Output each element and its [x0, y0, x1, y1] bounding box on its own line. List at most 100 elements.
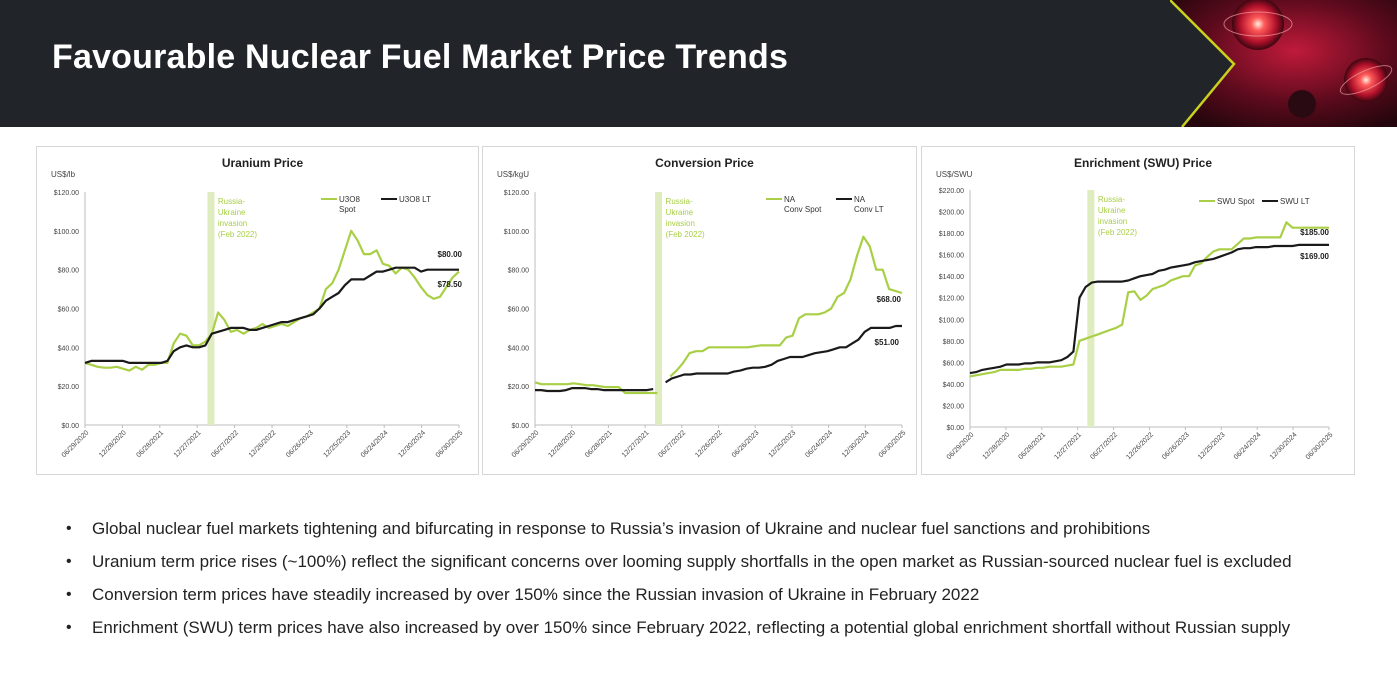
x-tick-label: 06/30/2025 [435, 429, 465, 459]
end-value-label: $51.00 [875, 338, 900, 347]
y-tick-label: $120.00 [504, 190, 529, 197]
x-tick-label: 12/30/2024 [1269, 431, 1299, 461]
y-tick-label: $80.00 [58, 268, 80, 275]
invasion-annotation: Russia- [666, 197, 693, 206]
y-tick-label: $60.00 [58, 307, 80, 314]
x-tick-label: 06/28/2021 [1017, 431, 1047, 461]
x-tick-label: 06/27/2022 [657, 429, 687, 459]
y-tick-label: $60.00 [508, 307, 530, 314]
invasion-marker-band [1087, 190, 1094, 427]
invasion-annotation: (Feb 2022) [218, 230, 257, 239]
y-tick-label: $40.00 [943, 382, 965, 389]
x-tick-label: 12/27/2021 [173, 429, 203, 459]
y-axis-unit: US$/lb [51, 170, 76, 179]
series-line-u3o8-lt [85, 268, 459, 363]
bullet-item: • Uranium term price rises (~100%) reflec… [66, 547, 1386, 580]
invasion-annotation: Ukraine [1098, 206, 1126, 215]
y-tick-label: $40.00 [508, 345, 530, 352]
series-line-u3o8-spot [85, 231, 459, 371]
bullet-point: • [66, 547, 72, 577]
x-tick-label: 06/29/2020 [946, 431, 976, 461]
x-tick-label: 06/24/2024 [804, 429, 834, 459]
x-tick-label: 06/29/2020 [511, 429, 541, 459]
invasion-marker-band [655, 192, 662, 425]
bullet-point: • [66, 613, 72, 643]
end-value-label: $169.00 [1300, 252, 1329, 261]
chart-title: Uranium Price [222, 156, 304, 170]
y-tick-label: $120.00 [54, 190, 79, 197]
y-tick-label: $0.00 [511, 423, 529, 430]
bullet-text: Uranium term price rises (~100%) reflect… [92, 552, 1292, 571]
invasion-annotation: Russia- [218, 197, 245, 206]
x-tick-label: 06/26/2023 [731, 429, 761, 459]
bullet-text: Global nuclear fuel markets tightening a… [92, 519, 1150, 538]
y-tick-label: $80.00 [508, 268, 530, 275]
y-tick-label: $0.00 [61, 423, 79, 430]
uranium-price-plot: Uranium Price US$/lb $0.00 $20.00 $40.00 $60.… [37, 147, 478, 474]
x-tick-label: 12/26/2022 [1125, 431, 1155, 461]
uranium-price-chart: Uranium Price US$/lb $0.00 $20.00 $40.00 $60.… [36, 146, 479, 475]
chart-title: Conversion Price [655, 156, 754, 170]
series-line-swu-lt [970, 245, 1329, 373]
x-tick-label: 12/25/2023 [768, 429, 798, 459]
conversion-price-chart: Conversion Price US$/kgU $0.00 $20.00 $40.00… [482, 146, 917, 475]
y-tick-label: $20.00 [943, 403, 965, 410]
legend-label: SWU LT [1280, 197, 1310, 206]
legend-label: Conv LT [854, 205, 884, 214]
bullet-item: • Global nuclear fuel markets tightening … [66, 514, 1386, 547]
enrichment-price-plot: Enrichment (SWU) Price US$/SWU $0.00 $20.00… [922, 147, 1354, 474]
bullet-point: • [66, 514, 72, 544]
x-tick-label: 06/24/2024 [360, 429, 390, 459]
end-value-label: $78.50 [438, 280, 463, 289]
y-tick-label: $220.00 [939, 188, 964, 195]
series-line-na-conv-spot [670, 237, 902, 377]
x-tick-label: 12/27/2021 [621, 429, 651, 459]
x-tick-label: 06/27/2022 [1089, 431, 1119, 461]
y-axis-unit: US$/SWU [936, 170, 973, 179]
x-tick-label: 12/26/2022 [694, 429, 724, 459]
y-tick-label: $140.00 [939, 274, 964, 281]
x-tick-label: 12/27/2021 [1053, 431, 1083, 461]
y-axis-unit: US$/kgU [497, 170, 529, 179]
y-tick-label: $0.00 [946, 425, 964, 432]
x-tick-label: 12/28/2020 [547, 429, 577, 459]
y-tick-label: $100.00 [939, 317, 964, 324]
y-tick-label: $100.00 [54, 229, 79, 236]
legend-label: NA [854, 195, 866, 204]
invasion-annotation: (Feb 2022) [666, 230, 705, 239]
enrichment-price-chart: Enrichment (SWU) Price US$/SWU $0.00 $20.00… [921, 146, 1355, 475]
x-tick-label: 06/26/2023 [285, 429, 315, 459]
end-value-label: $80.00 [438, 250, 463, 259]
x-tick-label: 06/30/2025 [878, 429, 908, 459]
end-value-label: $185.00 [1300, 228, 1329, 237]
end-value-label: $68.00 [877, 295, 902, 304]
x-tick-label: 12/30/2024 [397, 429, 427, 459]
y-tick-label: $180.00 [939, 231, 964, 238]
bullet-item: • Conversion term prices have steadily in… [66, 580, 1386, 613]
x-tick-label: 06/30/2025 [1305, 431, 1335, 461]
chart-title: Enrichment (SWU) Price [1074, 156, 1212, 170]
x-tick-label: 06/24/2024 [1233, 431, 1263, 461]
x-tick-label: 12/26/2022 [248, 429, 278, 459]
y-tick-label: $160.00 [939, 253, 964, 260]
header-banner: Favourable Nuclear Fuel Market Price Tre… [0, 0, 1397, 127]
conversion-price-plot: Conversion Price US$/kgU $0.00 $20.00 $40.00… [483, 147, 916, 474]
x-tick-label: 06/27/2022 [210, 429, 240, 459]
legend-label: Spot [339, 205, 356, 214]
invasion-marker-band [207, 192, 214, 425]
nuclear-atom-image [1170, 0, 1397, 127]
bullet-item: • Enrichment (SWU) term prices have also … [66, 613, 1386, 646]
y-tick-label: $100.00 [504, 229, 529, 236]
x-tick-label: 12/28/2020 [98, 429, 128, 459]
series-line-na-conv-lt [666, 326, 902, 382]
invasion-annotation: (Feb 2022) [1098, 228, 1137, 237]
x-tick-label: 06/26/2023 [1161, 431, 1191, 461]
series-line-na-conv-lt [535, 388, 653, 391]
invasion-annotation: invasion [666, 219, 695, 228]
y-tick-label: $120.00 [939, 296, 964, 303]
x-tick-label: 12/28/2020 [982, 431, 1012, 461]
bullet-text: Enrichment (SWU) term prices have also i… [92, 618, 1290, 637]
x-tick-label: 12/25/2023 [1197, 431, 1227, 461]
page-title: Favourable Nuclear Fuel Market Price Tre… [52, 38, 788, 77]
y-tick-label: $20.00 [508, 384, 530, 391]
